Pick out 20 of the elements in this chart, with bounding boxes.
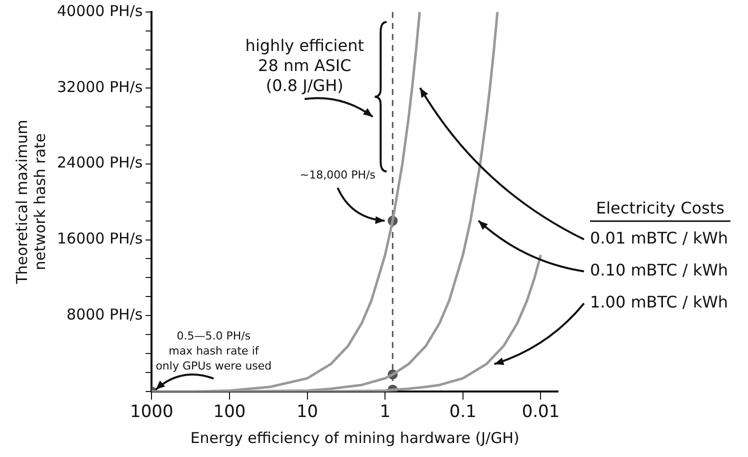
annotation: ~18,000 PH/s	[300, 168, 376, 182]
text: 0.01 mBTC / kWh	[590, 228, 728, 248]
y-tick-label: 32000 PH/s	[56, 78, 143, 96]
x-tick-label: 10	[296, 402, 318, 422]
ref-line-label: highly efficient 28 nm ASIC (0.8 J/GH)	[245, 36, 364, 96]
x-tick-label: 0.1	[449, 402, 476, 422]
y-axis-title: Theoretical maximum network hash rate	[12, 120, 49, 285]
annotation: 0.5—5.0 PH/s max hash rate if only GPUs were used	[156, 329, 272, 372]
x-axis-title: Energy efficiency of mining hardware (J/GH)	[190, 428, 520, 447]
y-tick-label: 24000 PH/s	[56, 154, 143, 172]
x-tick-label: 0.01	[522, 402, 560, 422]
x-tick-label: 100	[213, 402, 246, 422]
text: 1.00 mBTC / kWh	[590, 292, 728, 312]
y-tick-label: 40000 PH/s	[56, 2, 143, 20]
y-tick-label: 8000 PH/s	[66, 306, 143, 324]
y-tick-label: 16000 PH/s	[56, 230, 143, 248]
x-tick-label: 1000	[130, 402, 174, 422]
x-tick-label: 1	[380, 402, 391, 422]
legend-title: Electricity Costs	[596, 198, 724, 218]
text: 0.10 mBTC / kWh	[590, 260, 728, 280]
